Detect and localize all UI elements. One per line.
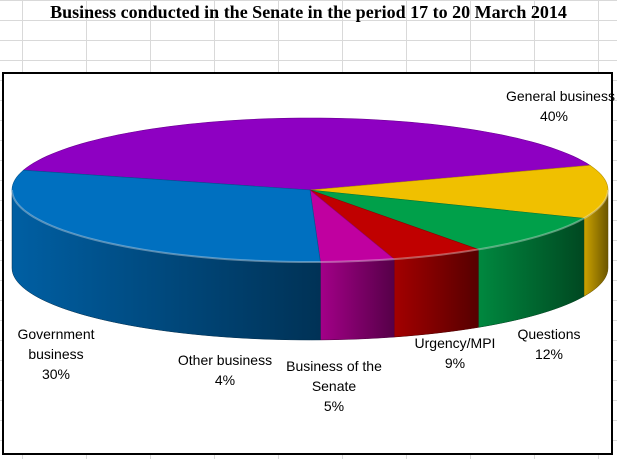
slice-other-business [309, 189, 395, 263]
label-other-business-name: Other business [177, 352, 273, 368]
label-questions-name: Questions [517, 326, 581, 342]
label-questions: Questions 12% [511, 324, 587, 364]
slice-side-business-of-the-senate [393, 249, 479, 338]
label-general-business-name: General business [506, 88, 615, 104]
label-urgency-mpi-value: 9% [444, 355, 466, 371]
label-business-of-the-senate: Business of the Senate 5% [278, 356, 390, 416]
label-government-business-value: 30% [41, 366, 71, 382]
pie-rim-highlight [11, 189, 609, 264]
label-general-business: General business 40% [506, 86, 615, 126]
label-urgency-mpi-name: Urgency/MPI [414, 335, 496, 351]
label-government-business-name: Government business [17, 326, 95, 362]
label-questions-value: 12% [534, 346, 564, 362]
label-urgency-mpi: Urgency/MPI 9% [402, 333, 508, 373]
pie-top [11, 117, 609, 263]
slice-government-business [11, 169, 321, 263]
slice-general-business [22, 117, 591, 191]
label-general-business-value: 40% [539, 108, 569, 124]
label-government-business: Government business 30% [6, 324, 106, 384]
slice-business-of-the-senate [309, 189, 479, 260]
label-other-business-value: 4% [214, 372, 236, 388]
label-business-of-the-senate-name: Business of the Senate [286, 358, 382, 394]
pie-side-walls [11, 189, 609, 341]
slice-urgency-mpi [309, 189, 585, 250]
slice-side-other-business [320, 258, 395, 341]
label-business-of-the-senate-value: 5% [323, 398, 345, 414]
label-other-business: Other business 4% [170, 350, 280, 390]
slice-questions [309, 165, 609, 219]
chart-title: Business conducted in the Senate in the … [50, 2, 567, 22]
